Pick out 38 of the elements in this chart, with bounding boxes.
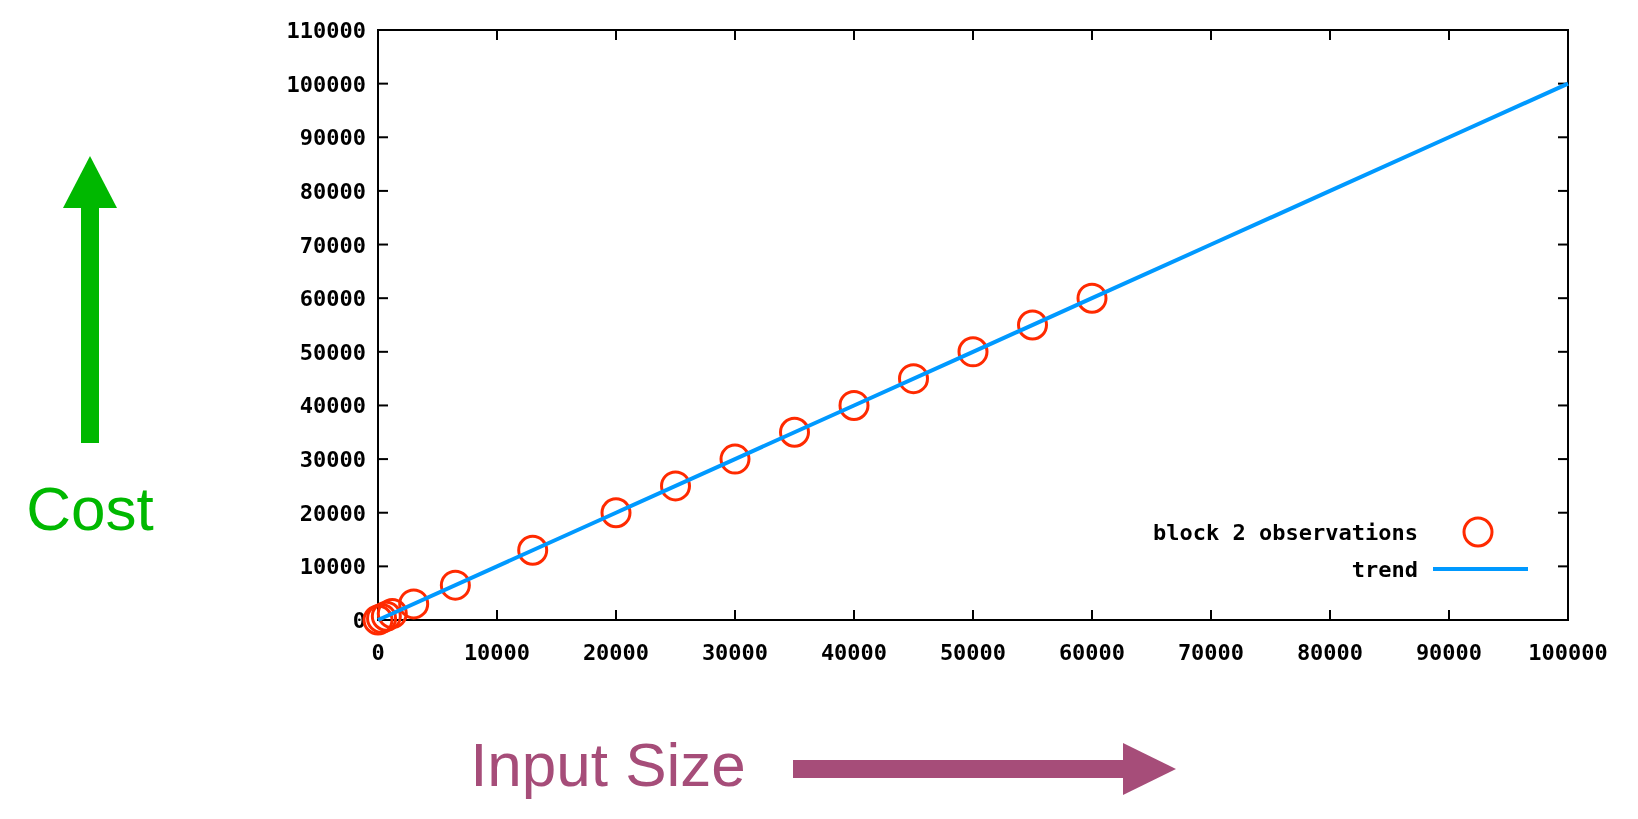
point [838, 389, 870, 421]
point [517, 534, 549, 566]
legend-label: block 2 observations [1153, 520, 1418, 545]
y-axis-title: Cost [26, 474, 154, 543]
x-tick-label: 20000 [582, 640, 650, 665]
x-tick-label: 80000 [1296, 640, 1364, 665]
x-axis-title: Input Size [470, 730, 746, 799]
point [1076, 282, 1108, 314]
x-tick-label: 50000 [939, 640, 1007, 665]
y-tick-label: 40000 [299, 393, 366, 419]
point [660, 470, 691, 502]
point [719, 443, 751, 475]
point [376, 598, 408, 630]
point [600, 497, 632, 529]
x-tick-label: 30000 [701, 640, 769, 665]
y-tick-label: 110000 [286, 18, 366, 43]
point [398, 588, 430, 620]
y-tick-label: 90000 [299, 125, 366, 151]
point [957, 336, 989, 368]
y-tick-label: 50000 [299, 339, 366, 365]
y-tick-label: 10000 [299, 554, 366, 580]
y-tick-label: 100000 [286, 71, 366, 97]
x-tick-label: 90000 [1415, 640, 1483, 665]
legend-label: trend [1351, 557, 1418, 582]
x-tick-label: 40000 [820, 640, 888, 665]
y-tick-label: 30000 [299, 447, 366, 473]
y-tick-label: 80000 [299, 178, 366, 204]
point [779, 416, 810, 448]
x-tick-label: 10000 [463, 640, 531, 665]
x-tick-label: 60000 [1058, 640, 1126, 665]
point [439, 569, 471, 601]
x-tick-label: 0 [371, 640, 385, 665]
y-tick-label: 20000 [299, 500, 366, 526]
x-tick-label: 70000 [1177, 640, 1245, 665]
y-tick-label: 60000 [299, 286, 366, 312]
point [898, 363, 929, 395]
x-tick-label: 100000 [1528, 640, 1608, 665]
y-tick-label: 70000 [299, 232, 366, 258]
